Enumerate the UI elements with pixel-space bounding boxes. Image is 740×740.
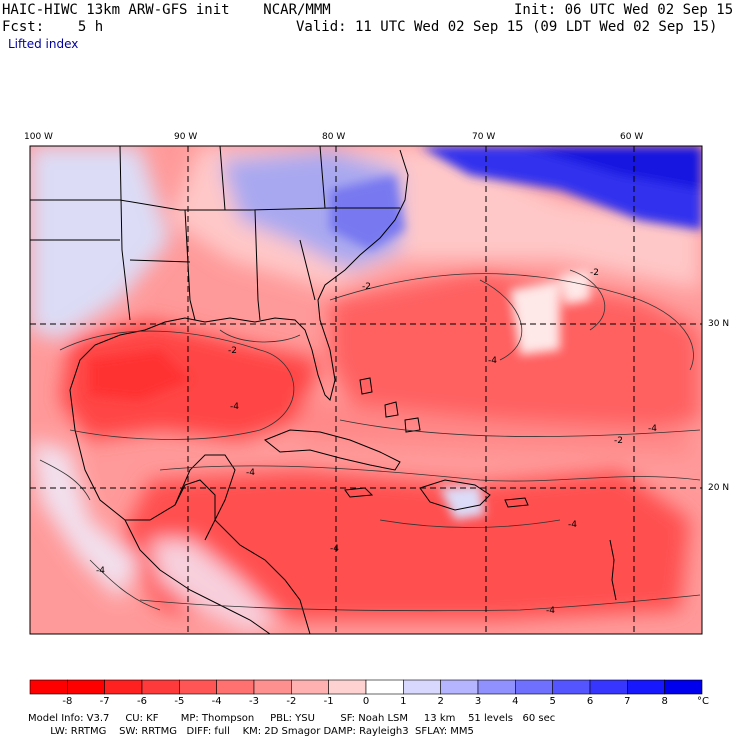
- colorbar-tick-label: -2: [286, 696, 297, 707]
- colorbar-tick-label: 0: [362, 696, 370, 707]
- colorbar-tick-label: 7: [624, 696, 631, 707]
- init-time: Init: 06 UTC Wed 02 Sep 15: [514, 2, 734, 18]
- contour-label: -4: [330, 544, 339, 554]
- map-frame: [29, 145, 703, 635]
- forecast-hour: Fcst: 5 h: [2, 19, 104, 35]
- colorbar-tick-label: -4: [211, 696, 222, 707]
- contour-label: -4: [648, 424, 657, 434]
- colorbar-tick-label: 6: [586, 696, 594, 707]
- colorbar-swatch: [664, 679, 703, 695]
- colorbar-swatch: [365, 679, 404, 695]
- colorbar-tick-label: 5: [549, 696, 556, 707]
- colorbar-swatch: [477, 679, 516, 695]
- colorbar-swatch: [440, 679, 479, 695]
- contour-label: -2: [228, 346, 237, 356]
- colorbar-tick-label: -5: [174, 696, 185, 707]
- colorbar-swatch: [179, 679, 217, 695]
- lon-label-90w: 90 W: [174, 132, 198, 142]
- colorbar-swatch: [104, 679, 143, 695]
- colorbar-swatch: [515, 679, 553, 695]
- field-name: Lifted index: [8, 37, 79, 51]
- colorbar-tick-label: -8: [62, 696, 73, 707]
- colorbar-swatch: [216, 679, 255, 695]
- contour-label: -2: [614, 436, 623, 446]
- model-info-line2: LW: RRTMG SW: RRTMG DIFF: full KM: 2D Sm…: [28, 726, 474, 737]
- graticule: [30, 146, 702, 634]
- colorbar-swatch: [67, 679, 105, 695]
- colorbar-unit: °C: [697, 696, 709, 707]
- colorbar-swatch: [141, 679, 180, 695]
- lon-label-70w: 70 W: [472, 132, 496, 142]
- colorbar-swatch: [627, 679, 665, 695]
- colorbar-tick-label: -3: [249, 696, 259, 707]
- contour-label: -4: [546, 606, 555, 616]
- colorbar: [29, 679, 703, 695]
- contours: [39, 269, 701, 612]
- contour-label: -4: [230, 402, 239, 412]
- colorbar-tick-label: -7: [99, 696, 110, 707]
- valid-time: Valid: 11 UTC Wed 02 Sep 15 (09 LDT Wed …: [296, 19, 718, 35]
- colorbar-swatch: [291, 679, 329, 695]
- model-info-line1: Model Info: V3.7 CU: KF MP: Thompson PBL…: [28, 713, 556, 724]
- colorbar-tick-label: 1: [400, 696, 407, 707]
- contour-label: -4: [488, 356, 497, 366]
- colorbar-swatch: [253, 679, 292, 695]
- colorbar-swatch: [328, 679, 367, 695]
- colorbar-swatch: [29, 679, 68, 695]
- lat-label-30n: 30 N: [708, 319, 730, 329]
- lon-label-60w: 60 W: [620, 132, 644, 142]
- contour-label: -2: [362, 282, 371, 292]
- colorbar-tick-label: 3: [474, 696, 482, 707]
- colorbar-tick-label: 4: [512, 696, 519, 707]
- lon-label-80w: 80 W: [322, 132, 346, 142]
- colorbar-tick-label: -1: [323, 696, 334, 707]
- lon-label-100w: 100 W: [24, 132, 53, 142]
- contour-label: -4: [246, 468, 255, 478]
- map-field: [30, 146, 702, 634]
- coastlines: [30, 146, 617, 634]
- model-title: HAIC-HIWC 13km ARW-GFS init NCAR/MMM: [2, 2, 331, 18]
- colorbar-tick-label: -6: [137, 696, 147, 707]
- colorbar-swatch: [403, 679, 441, 695]
- contour-label: -4: [568, 520, 577, 530]
- colorbar-swatch: [589, 679, 628, 695]
- colorbar-tick-label: 2: [437, 696, 444, 707]
- lat-label-20n: 20 N: [708, 483, 730, 493]
- colorbar-tick-label: 8: [661, 696, 668, 707]
- colorbar-swatch: [552, 679, 591, 695]
- contour-label: -4: [96, 566, 105, 576]
- contour-label: -2: [590, 268, 599, 278]
